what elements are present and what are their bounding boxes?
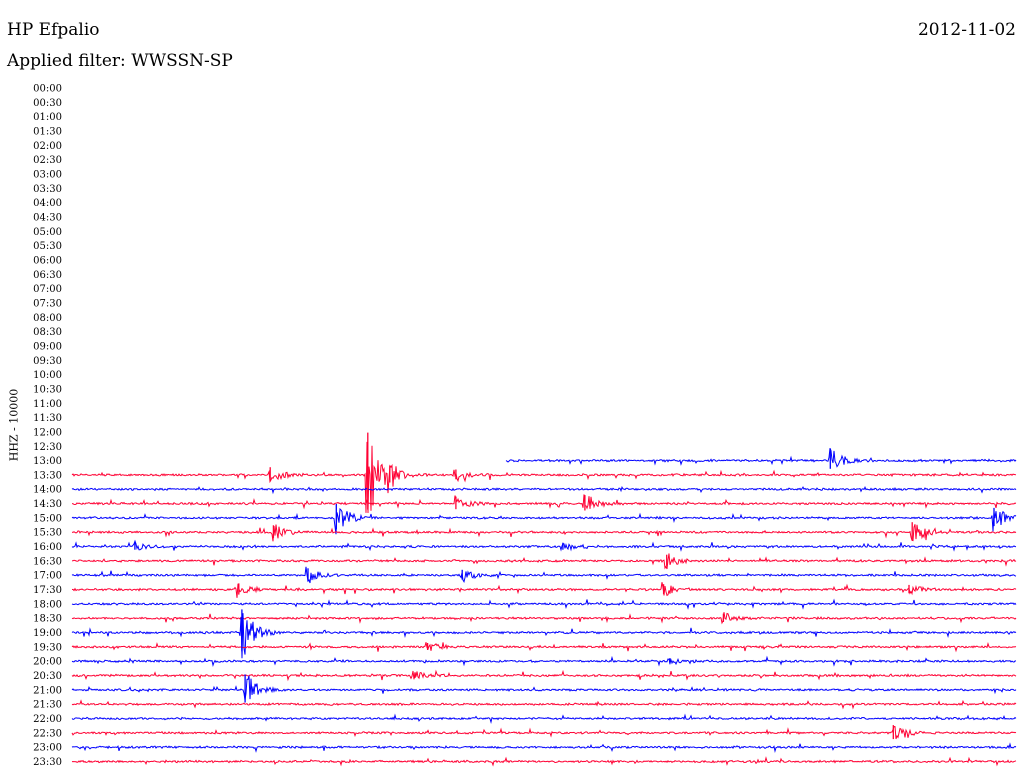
trace-row-1300 [505, 448, 1017, 468]
time-tick-0730: 07:30 [33, 298, 62, 309]
trace-row-2100 [71, 675, 1017, 701]
time-tick-1930: 19:30 [33, 642, 62, 653]
seismic-events [134, 432, 995, 740]
time-tick-1200: 12:00 [33, 427, 62, 438]
time-tick-1630: 16:30 [33, 556, 62, 567]
time-tick-2330: 23:30 [33, 757, 62, 768]
time-tick-labels: 00:00 00:30 01:00 01:30 02:00 02:30 03:00 03:30… [33, 84, 62, 769]
trace-row-1930 [71, 641, 1017, 653]
time-tick-1830: 18:30 [33, 614, 62, 625]
time-tick-2300: 23:00 [33, 743, 62, 754]
time-tick-1100: 11:00 [33, 399, 62, 410]
time-tick-1030: 10:30 [33, 384, 62, 395]
time-tick-0230: 02:30 [33, 155, 62, 166]
time-tick-0300: 03:00 [33, 169, 62, 180]
time-tick-1600: 16:00 [33, 542, 62, 553]
time-tick-1530: 15:30 [33, 528, 62, 539]
trace-row-1700 [71, 566, 1017, 584]
trace-row-1530 [71, 524, 1017, 542]
time-tick-2100: 21:00 [33, 685, 62, 696]
time-tick-1500: 15:00 [33, 513, 62, 524]
time-tick-0100: 01:00 [33, 112, 62, 123]
station-title: HP Efpalio [7, 20, 100, 40]
time-tick-2030: 20:30 [33, 671, 62, 682]
time-tick-2000: 20:00 [33, 657, 62, 668]
trace-row-2030 [71, 669, 1017, 682]
filter-label: Applied filter: WWSSN-SP [7, 51, 233, 71]
trace-row-1500 [71, 507, 1017, 535]
time-tick-0000: 00:00 [33, 84, 62, 95]
time-tick-0930: 09:30 [33, 356, 62, 367]
date-label: 2012-11-02 [917, 20, 1016, 40]
time-tick-1400: 14:00 [33, 485, 62, 496]
time-tick-1430: 14:30 [33, 499, 62, 510]
time-tick-0530: 05:30 [33, 241, 62, 252]
trace-row-2330 [71, 756, 1017, 767]
time-tick-0800: 08:00 [33, 313, 62, 324]
seismic-traces [71, 441, 1017, 767]
trace-row-2130 [71, 699, 1017, 710]
time-tick-0500: 05:00 [33, 227, 62, 238]
time-tick-1230: 12:30 [33, 442, 62, 453]
time-tick-1700: 17:00 [33, 571, 62, 582]
time-tick-1000: 10:00 [33, 370, 62, 381]
time-tick-2130: 21:30 [33, 700, 62, 711]
time-tick-1300: 13:00 [33, 456, 62, 467]
time-tick-0700: 07:00 [33, 284, 62, 295]
time-tick-0330: 03:30 [33, 184, 62, 195]
time-tick-0600: 06:00 [33, 255, 62, 266]
trace-row-1730 [71, 582, 1017, 598]
time-tick-0030: 00:30 [33, 98, 62, 109]
time-tick-0830: 08:30 [33, 327, 62, 338]
trace-row-1900 [71, 613, 1017, 659]
time-tick-1800: 18:00 [33, 599, 62, 610]
trace-row-1630 [71, 553, 1017, 570]
time-tick-1730: 17:30 [33, 585, 62, 596]
trace-row-2300 [71, 742, 1017, 753]
trace-row-2200 [71, 713, 1017, 725]
time-tick-1130: 11:30 [33, 413, 62, 424]
time-tick-0130: 01:30 [33, 126, 62, 137]
time-tick-2200: 22:00 [33, 714, 62, 725]
time-tick-0430: 04:30 [33, 212, 62, 223]
time-tick-1330: 13:30 [33, 470, 62, 481]
time-tick-2230: 22:30 [33, 728, 62, 739]
time-tick-0630: 06:30 [33, 270, 62, 281]
trace-row-1830 [71, 612, 1017, 625]
trace-row-1330 [71, 441, 1017, 514]
trace-row-2230 [71, 725, 1017, 740]
time-tick-0900: 09:00 [33, 341, 62, 352]
time-tick-0400: 04:00 [33, 198, 62, 209]
time-tick-0200: 02:00 [33, 141, 62, 152]
trace-row-1430 [71, 494, 1017, 510]
trace-row-2000 [71, 655, 1017, 668]
trace-row-1600 [71, 539, 1017, 552]
trace-row-1400 [71, 485, 1017, 495]
trace-row-1800 [71, 598, 1017, 610]
time-tick-1900: 19:00 [33, 628, 62, 639]
